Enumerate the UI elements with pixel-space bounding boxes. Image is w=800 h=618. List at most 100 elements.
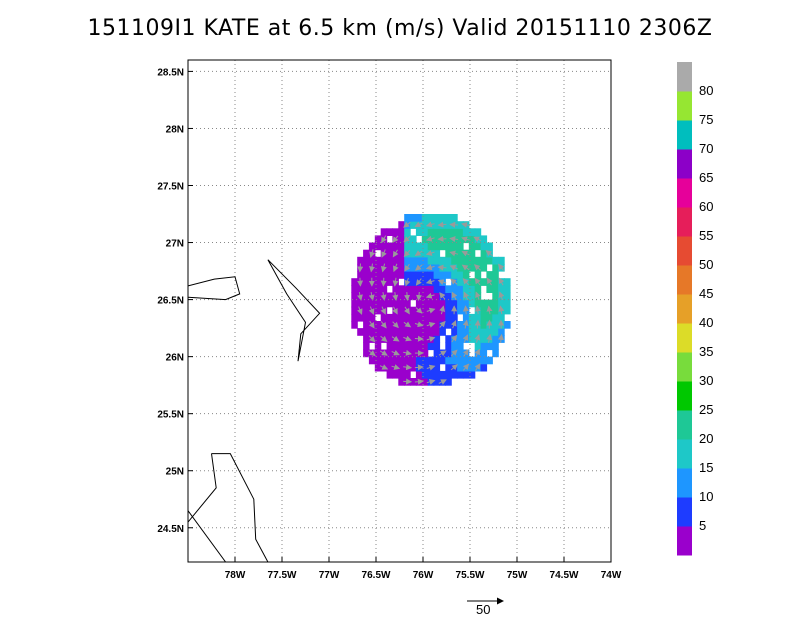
wind-cell bbox=[415, 342, 423, 351]
wind-cell bbox=[474, 228, 482, 236]
wind-cell bbox=[480, 321, 488, 329]
wind-cell bbox=[386, 242, 394, 251]
wind-vector bbox=[380, 306, 386, 315]
wind-cell bbox=[492, 292, 499, 301]
wind-cell bbox=[351, 313, 358, 322]
wind-cell bbox=[415, 356, 423, 365]
colorbar-segment bbox=[677, 497, 692, 527]
wind-cell bbox=[374, 363, 382, 372]
wind-cell bbox=[380, 328, 388, 336]
wind-cell bbox=[421, 249, 429, 258]
wind-cell bbox=[386, 249, 394, 258]
wind-cell bbox=[457, 349, 464, 358]
wind-cell bbox=[474, 242, 482, 251]
wind-cell bbox=[462, 313, 470, 322]
colorbar-label: 55 bbox=[699, 228, 713, 243]
colorbar-segment bbox=[677, 91, 692, 121]
x-tick-label: 77W bbox=[319, 570, 340, 581]
colorbar-label: 65 bbox=[699, 170, 713, 185]
wind-cell bbox=[504, 292, 511, 301]
wind-vector bbox=[392, 321, 399, 329]
wind-vector bbox=[392, 306, 398, 315]
wind-cell bbox=[398, 363, 405, 372]
wind-cell bbox=[468, 370, 476, 379]
wind-vector bbox=[356, 306, 363, 315]
colorbar-label: 80 bbox=[699, 83, 713, 98]
wind-cell bbox=[374, 292, 382, 301]
x-tick-label: 77.5W bbox=[268, 570, 297, 581]
colorbar-segment bbox=[677, 352, 692, 382]
wind-cell bbox=[363, 349, 370, 358]
wind-vector bbox=[498, 263, 505, 271]
wind-cell bbox=[445, 356, 452, 365]
wind-vector bbox=[403, 221, 411, 228]
wind-cell bbox=[492, 313, 499, 322]
wind-vector bbox=[461, 222, 470, 228]
wind-vector bbox=[439, 320, 446, 328]
wind-cell bbox=[457, 292, 464, 301]
coastline bbox=[188, 510, 227, 562]
wind-vector bbox=[391, 364, 401, 370]
wind-cell bbox=[363, 313, 370, 322]
wind-cell bbox=[421, 256, 429, 265]
wind-cell bbox=[439, 228, 446, 236]
colorbar-label: 15 bbox=[699, 460, 713, 475]
wind-cell bbox=[404, 342, 411, 351]
wind-cell bbox=[386, 363, 394, 372]
wind-cell bbox=[421, 228, 429, 236]
wind-cell bbox=[445, 335, 452, 343]
colorbar-label: 70 bbox=[699, 141, 713, 156]
wind-vector bbox=[403, 364, 413, 371]
wind-cell bbox=[357, 328, 364, 336]
wind-cell bbox=[468, 292, 476, 301]
wind-cell bbox=[410, 278, 417, 286]
wind-cell bbox=[363, 292, 370, 301]
x-tick-label: 74W bbox=[601, 570, 622, 581]
wind-cell bbox=[445, 271, 452, 279]
x-tick-label: 78W bbox=[225, 570, 246, 581]
wind-vector bbox=[403, 249, 411, 257]
wind-cell bbox=[480, 335, 488, 343]
wind-cell bbox=[433, 356, 441, 365]
wind-cell bbox=[410, 249, 417, 258]
wind-cell bbox=[363, 306, 370, 315]
wind-cell bbox=[421, 378, 429, 386]
wind-cell bbox=[386, 292, 394, 301]
wind-cell bbox=[421, 313, 429, 322]
wind-cell bbox=[480, 299, 488, 308]
colorbar-segment bbox=[677, 62, 692, 92]
wind-vector bbox=[425, 264, 435, 271]
wind-vector bbox=[380, 292, 387, 301]
wind-cell bbox=[451, 285, 458, 293]
wind-cell bbox=[486, 313, 493, 322]
colorbar-segment bbox=[677, 207, 692, 237]
wind-cell bbox=[468, 249, 476, 258]
wind-cell bbox=[439, 328, 446, 336]
wind-cell bbox=[374, 342, 382, 351]
wind-vector bbox=[450, 319, 457, 329]
wind-cell bbox=[492, 335, 499, 343]
wind-vector bbox=[462, 278, 469, 286]
wind-vector bbox=[380, 263, 387, 273]
colorbar-segment bbox=[677, 410, 692, 440]
wind-cell bbox=[457, 221, 464, 229]
wind-cell bbox=[427, 285, 435, 293]
wind-cell bbox=[427, 328, 435, 336]
wind-cell bbox=[445, 242, 452, 251]
wind-vector bbox=[473, 236, 482, 243]
wind-cell bbox=[457, 321, 464, 329]
wind-cell bbox=[451, 299, 458, 308]
wind-cell bbox=[504, 278, 511, 286]
wind-cell bbox=[363, 249, 370, 258]
wind-cell bbox=[363, 328, 370, 336]
wind-vector bbox=[461, 264, 470, 271]
wind-vector bbox=[392, 292, 399, 301]
wind-vector bbox=[415, 278, 422, 286]
wind-vector bbox=[475, 291, 481, 300]
wind-cell bbox=[392, 271, 399, 279]
wind-vector bbox=[369, 249, 376, 258]
wind-cell bbox=[398, 349, 405, 358]
wind-vector bbox=[414, 335, 424, 342]
wind-vector bbox=[438, 379, 447, 385]
wind-cell bbox=[404, 271, 411, 279]
